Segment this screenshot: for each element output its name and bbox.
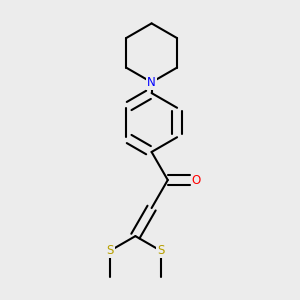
Text: S: S xyxy=(157,244,164,257)
Text: N: N xyxy=(147,76,156,89)
Text: S: S xyxy=(106,244,114,257)
Text: O: O xyxy=(192,173,201,187)
